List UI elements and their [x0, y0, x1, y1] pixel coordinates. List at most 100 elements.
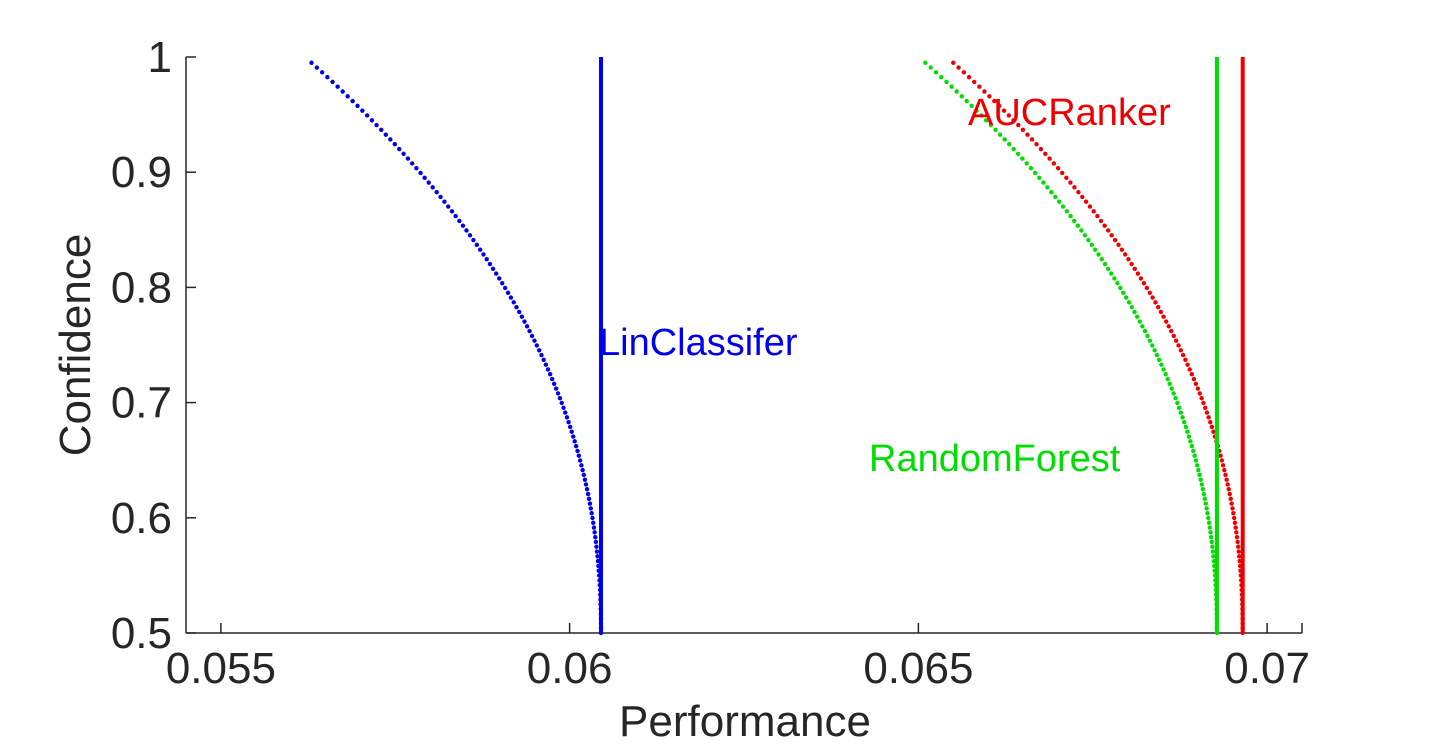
- data-point: [1083, 199, 1089, 204]
- data-point: [1007, 142, 1012, 147]
- data-point: [563, 410, 568, 415]
- data-point: [1099, 257, 1104, 262]
- data-point: [1159, 362, 1164, 367]
- data-point: [335, 84, 340, 89]
- data-point: [1091, 209, 1096, 214]
- data-point: [442, 199, 447, 204]
- data-point: [541, 357, 546, 363]
- data-point: [1185, 362, 1190, 367]
- data-point: [583, 482, 589, 487]
- data-point: [1089, 242, 1095, 248]
- data-point: [1105, 228, 1111, 233]
- data-point: [534, 343, 540, 348]
- data-point: [474, 242, 480, 248]
- data-point: [584, 487, 590, 492]
- data-point: [1045, 185, 1050, 190]
- data-point: [1201, 491, 1207, 497]
- data-point: [1206, 515, 1211, 521]
- y-tick-label: 0.9: [111, 148, 172, 197]
- y-axis-title: Confidence: [51, 234, 100, 457]
- data-point: [360, 108, 365, 113]
- data-point: [594, 544, 599, 549]
- data-point: [1150, 343, 1155, 348]
- chart-labels: LinClassifer AUCRanker RandomForest: [599, 92, 1171, 480]
- data-point: [592, 530, 597, 535]
- axes: 0.055 0.06 0.065 0.07 0.5 0.6 0.7 0.8 0.9 1: [111, 33, 1310, 693]
- data-point: [1122, 252, 1128, 257]
- data-point: [1150, 295, 1155, 300]
- data-point: [414, 165, 419, 171]
- data-point: [982, 89, 987, 94]
- data-point: [481, 252, 486, 257]
- data-point: [1232, 520, 1238, 525]
- data-point: [493, 271, 499, 276]
- data-point: [418, 170, 423, 176]
- data-point: [1218, 453, 1223, 458]
- data-point: [587, 501, 593, 506]
- data-point: [453, 213, 458, 219]
- data-point: [928, 65, 933, 70]
- data-point: [1076, 189, 1081, 195]
- data-point: [1043, 151, 1048, 157]
- data-point: [529, 333, 535, 339]
- data-point: [524, 324, 530, 329]
- data-point: [1223, 472, 1228, 478]
- data-point: [1092, 247, 1098, 252]
- data-point: [972, 79, 977, 85]
- data-point: [405, 156, 411, 161]
- data-point: [519, 314, 525, 319]
- data-point: [581, 472, 586, 478]
- data-point: [586, 496, 592, 502]
- data-point: [1209, 424, 1215, 430]
- data-point: [1142, 328, 1148, 334]
- data-point: [593, 539, 599, 545]
- data-point: [1194, 463, 1200, 468]
- data-point: [1145, 333, 1150, 339]
- data-point: [1161, 367, 1166, 372]
- data-point: [983, 118, 989, 123]
- data-point: [536, 348, 542, 353]
- data-point: [1189, 372, 1195, 377]
- data-point: [1095, 213, 1100, 219]
- data-point: [1211, 554, 1216, 559]
- data-point: [1210, 544, 1215, 549]
- data-point: [1135, 271, 1141, 276]
- data-point: [1231, 511, 1236, 516]
- data-point: [330, 79, 335, 85]
- data-point: [1116, 242, 1121, 248]
- data-point: [1205, 511, 1210, 516]
- data-point: [1193, 381, 1199, 387]
- data-point: [993, 127, 998, 133]
- data-point: [1011, 146, 1016, 152]
- data-point: [1137, 319, 1143, 324]
- data-point: [974, 108, 979, 113]
- series-label: AUCRanker: [968, 92, 1171, 134]
- data-point: [1147, 290, 1152, 295]
- data-point: [594, 549, 600, 554]
- data-point: [1199, 395, 1204, 401]
- data-point: [1121, 290, 1126, 295]
- data-point: [569, 429, 574, 434]
- data-point: [522, 319, 527, 324]
- data-point: [1096, 252, 1101, 257]
- data-point: [923, 60, 928, 65]
- data-point: [1072, 218, 1077, 224]
- data-point: [545, 367, 551, 372]
- data-point: [1208, 419, 1213, 425]
- data-point: [1115, 280, 1120, 286]
- data-point: [1195, 386, 1201, 391]
- data-point: [1191, 448, 1196, 454]
- data-point: [1200, 487, 1206, 492]
- data-point: [1189, 443, 1195, 449]
- data-point: [1191, 376, 1197, 382]
- y-tick-label: 0.6: [111, 494, 172, 543]
- data-point: [511, 300, 516, 305]
- series-label: RandomForest: [869, 438, 1121, 480]
- data-point: [369, 118, 375, 123]
- data-point: [987, 94, 992, 99]
- data-point: [1141, 280, 1147, 286]
- data-point: [1034, 142, 1039, 147]
- data-point: [490, 266, 496, 272]
- data-point: [956, 65, 961, 70]
- data-point: [1206, 520, 1212, 525]
